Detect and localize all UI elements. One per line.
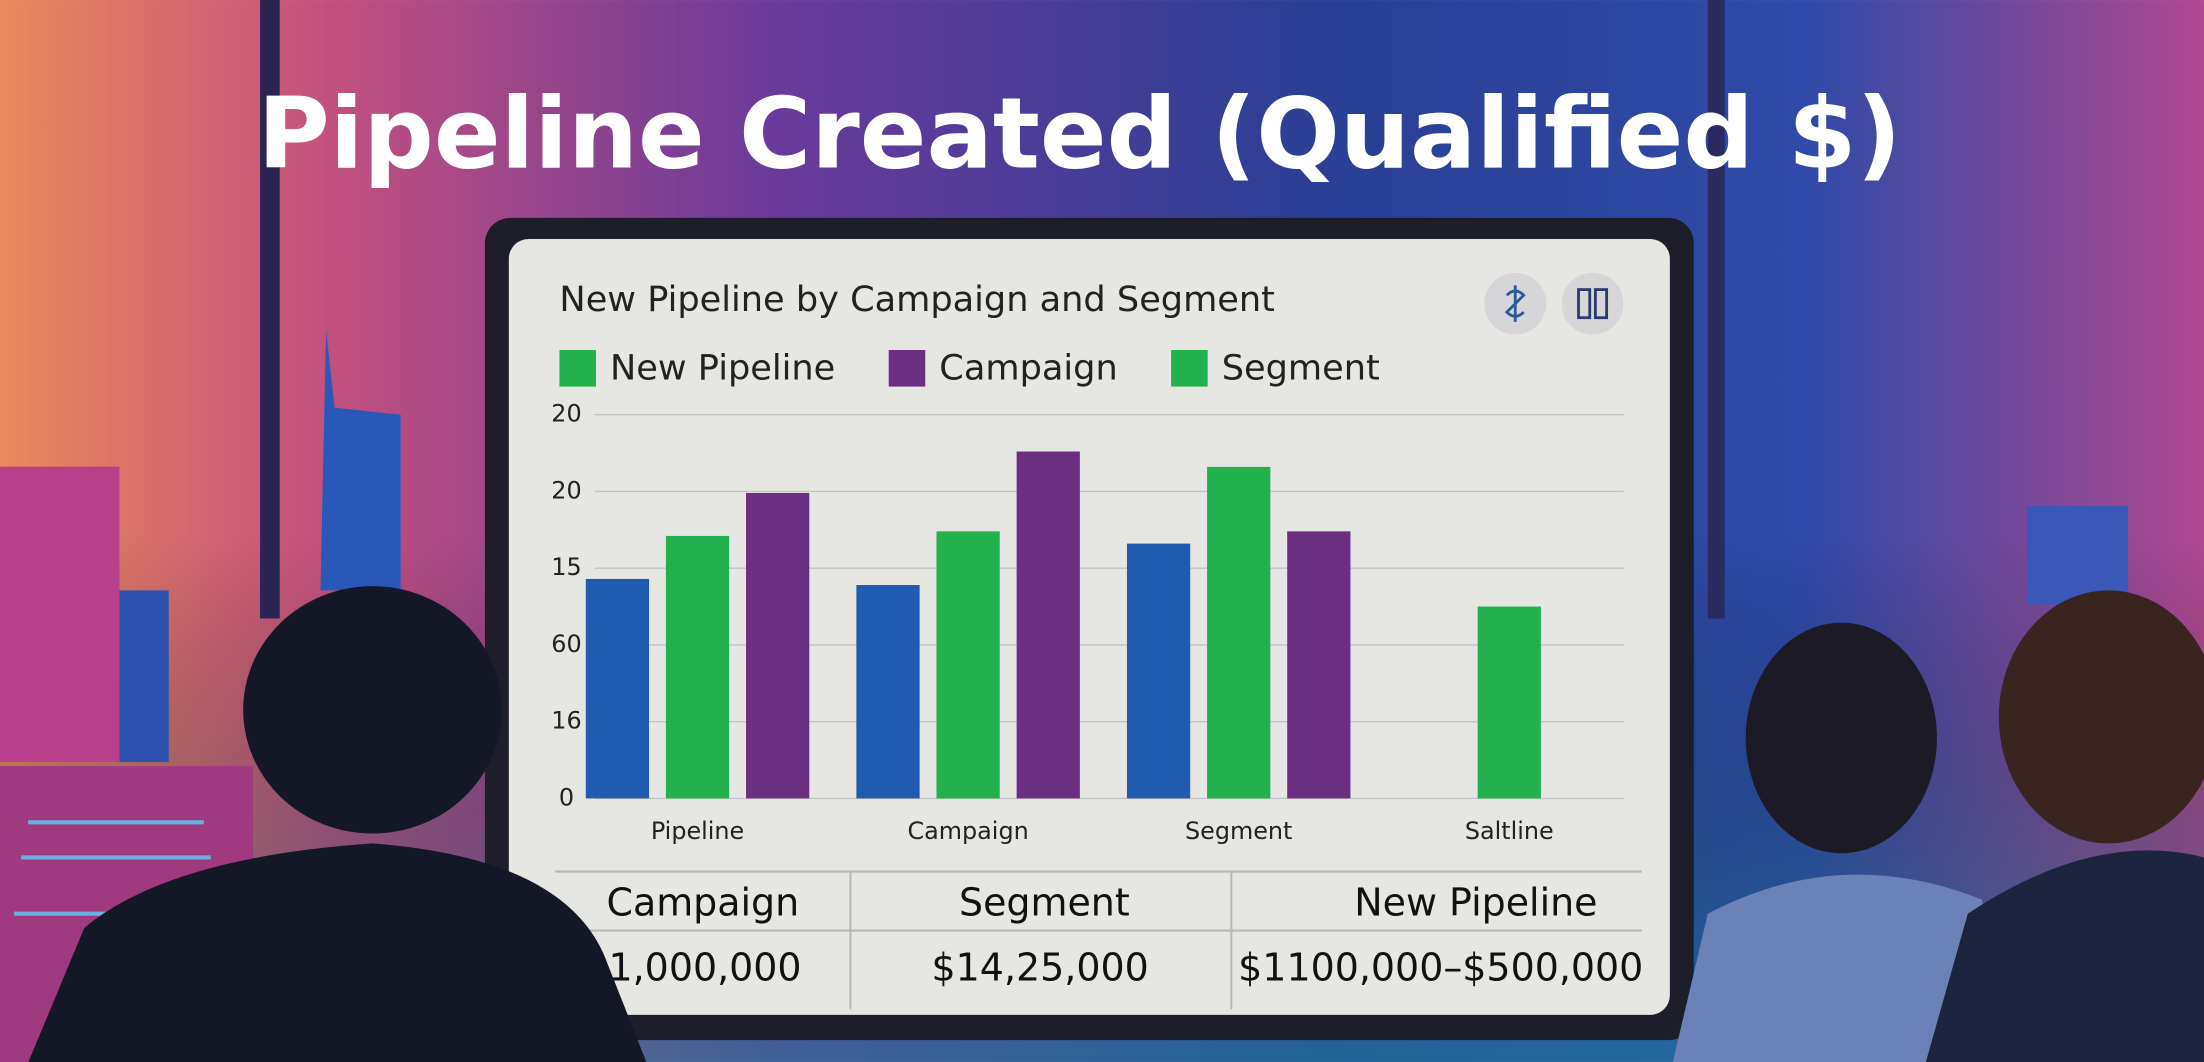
building (119, 590, 169, 762)
bar (936, 531, 1000, 799)
y-tick-label: 16 (551, 707, 581, 735)
x-tick-label: Saltline (1465, 817, 1554, 845)
legend-label: Campaign (939, 348, 1117, 389)
table-header: Segment (959, 881, 1130, 925)
person-head (243, 586, 502, 834)
legend-swatch (559, 350, 596, 387)
audience (28, 586, 2204, 1062)
y-tick-label: 20 (551, 476, 581, 504)
building (0, 466, 120, 762)
monitor-screen (508, 238, 1670, 1015)
bar (1126, 543, 1191, 799)
bar (1477, 606, 1541, 799)
person-body (28, 843, 647, 1062)
bar (1287, 531, 1351, 799)
bar (665, 535, 730, 799)
bar (1016, 451, 1080, 799)
y-tick-label: 20 (551, 400, 581, 428)
building (2026, 506, 2129, 605)
table-cell: $1100,000–$500,000 (1238, 945, 1643, 989)
chart: New Pipeline Campaign Segment 0 16 60 15 20 20 Pi… (551, 348, 1624, 845)
building (320, 330, 401, 591)
layout-button[interactable] (1561, 272, 1624, 335)
person-body (1925, 850, 2204, 1062)
y-tick-label: 60 (551, 630, 581, 658)
bar (746, 492, 810, 799)
bar (856, 585, 920, 799)
currency-icon (1504, 285, 1526, 322)
table-header: Campaign (606, 881, 799, 925)
window-frame (260, 0, 280, 619)
table-cell: $14,25,000 (932, 945, 1149, 989)
window-frame (1707, 0, 1725, 619)
legend-label: New Pipeline (610, 348, 835, 389)
x-tick-label: Pipeline (651, 817, 744, 845)
layout-icon (1593, 288, 1609, 320)
bar (1207, 466, 1271, 799)
person-head (1998, 590, 2204, 844)
legend-swatch (1171, 350, 1208, 387)
page-title: Pipeline Created (Qualified $) (258, 77, 1902, 191)
y-tick-label: 0 (559, 783, 574, 811)
bar (585, 578, 650, 799)
table-header: New Pipeline (1354, 881, 1597, 925)
layout-icon (1577, 288, 1592, 320)
x-tick-label: Campaign (907, 817, 1028, 845)
chart-title: New Pipeline by Campaign and Segment (559, 279, 1275, 320)
legend-swatch (888, 350, 926, 387)
y-tick-label: 15 (551, 553, 581, 581)
person-head (1745, 622, 1937, 854)
table-cell: $1,000,000 (584, 945, 801, 989)
legend-label: Segment (1222, 348, 1380, 389)
x-tick-label: Segment (1185, 817, 1292, 845)
person-body (1672, 874, 2010, 1062)
